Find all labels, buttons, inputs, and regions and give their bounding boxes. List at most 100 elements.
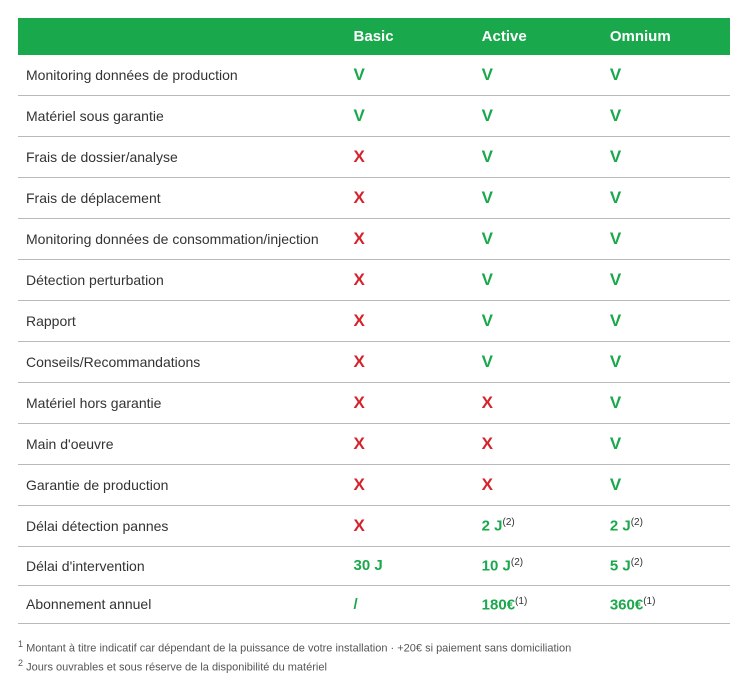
plan-cell: V: [602, 301, 730, 342]
footnote-text: Jours ouvrables et sous réserve de la di…: [23, 662, 327, 674]
cross-icon: X: [354, 311, 365, 331]
table-row: Abonnement annuel/180€(1)360€(1): [18, 585, 730, 624]
plan-cell: X: [346, 178, 474, 219]
check-icon: V: [610, 434, 621, 454]
cross-icon: X: [482, 475, 493, 495]
plan-cell: V: [474, 219, 602, 260]
superscript-note: (2): [631, 517, 643, 528]
plan-cell: X: [474, 424, 602, 465]
footnote-line: 2 Jours ouvrables et sous réserve de la …: [18, 657, 730, 676]
check-icon: V: [610, 270, 621, 290]
plan-cell: V: [602, 383, 730, 424]
plan-cell: V: [346, 55, 474, 96]
check-icon: V: [482, 229, 493, 249]
plan-cell: V: [474, 55, 602, 96]
plan-cell: 2 J(2): [474, 506, 602, 547]
footnote-line: 1 Montant à titre indicatif car dépendan…: [18, 638, 730, 657]
cross-icon: X: [354, 475, 365, 495]
footnotes: 1 Montant à titre indicatif car dépendan…: [18, 638, 730, 676]
check-icon: V: [610, 106, 621, 126]
feature-label: Garantie de production: [18, 465, 346, 506]
feature-label: Monitoring données de consommation/injec…: [18, 219, 346, 260]
comparison-table: Basic Active Omnium Monitoring données d…: [18, 18, 730, 624]
check-icon: V: [482, 311, 493, 331]
feature-label: Rapport: [18, 301, 346, 342]
plan-cell: 30 J: [346, 547, 474, 586]
cross-icon: X: [354, 516, 365, 536]
feature-label: Frais de dossier/analyse: [18, 137, 346, 178]
table-row: Délai d'intervention30 J10 J(2)5 J(2): [18, 547, 730, 586]
table-row: Détection perturbation X V V: [18, 260, 730, 301]
table-row: Monitoring données de productionVVV: [18, 55, 730, 96]
plan-cell: X: [474, 465, 602, 506]
plan-cell: V: [474, 260, 602, 301]
plan-cell: X: [346, 465, 474, 506]
check-icon: V: [482, 188, 493, 208]
superscript-note: (2): [631, 557, 643, 568]
plan-cell: V: [474, 96, 602, 137]
plan-cell: X: [346, 342, 474, 383]
check-icon: V: [482, 270, 493, 290]
plan-cell: V: [602, 424, 730, 465]
feature-label: Matériel sous garantie: [18, 96, 346, 137]
feature-label: Monitoring données de production: [18, 55, 346, 96]
feature-label: Détection perturbation: [18, 260, 346, 301]
plan-cell: X: [346, 424, 474, 465]
cross-icon: X: [354, 229, 365, 249]
table-row: Matériel hors garantieXXV: [18, 383, 730, 424]
value-text: 10 J: [482, 558, 511, 575]
table-row: Rapport X V V: [18, 301, 730, 342]
check-icon: V: [610, 311, 621, 331]
check-icon: V: [610, 475, 621, 495]
cross-icon: X: [354, 188, 365, 208]
value-text: 360€: [610, 596, 643, 613]
plan-cell: V: [602, 178, 730, 219]
feature-label: Main d'oeuvre: [18, 424, 346, 465]
check-icon: V: [610, 352, 621, 372]
plan-cell: V: [474, 178, 602, 219]
check-icon: V: [610, 188, 621, 208]
footnote-text: Montant à titre indicatif car dépendant …: [23, 643, 571, 655]
header-plan-basic: Basic: [346, 18, 474, 55]
plan-cell: V: [602, 219, 730, 260]
plan-cell: V: [474, 301, 602, 342]
feature-label: Frais de déplacement: [18, 178, 346, 219]
plan-cell: V: [602, 342, 730, 383]
table-row: Frais de déplacement X V V: [18, 178, 730, 219]
check-icon: V: [482, 352, 493, 372]
superscript-note: (1): [643, 596, 655, 607]
cross-icon: X: [354, 147, 365, 167]
value-text: 2 J: [482, 518, 503, 535]
plan-cell: 180€(1): [474, 585, 602, 624]
value-text: /: [354, 596, 358, 613]
cross-icon: X: [354, 434, 365, 454]
plan-cell: X: [346, 219, 474, 260]
table-row: Délai détection pannesX2 J(2)2 J(2): [18, 506, 730, 547]
plan-cell: 2 J(2): [602, 506, 730, 547]
value-text: 2 J: [610, 518, 631, 535]
feature-label: Délai détection pannes: [18, 506, 346, 547]
check-icon: V: [354, 106, 365, 126]
cross-icon: X: [354, 270, 365, 290]
plan-cell: V: [602, 260, 730, 301]
check-icon: V: [610, 229, 621, 249]
table-row: Frais de dossier/analyse X V V: [18, 137, 730, 178]
check-icon: V: [482, 147, 493, 167]
value-text: 5 J: [610, 558, 631, 575]
plan-cell: V: [474, 342, 602, 383]
plan-cell: V: [602, 137, 730, 178]
cross-icon: X: [482, 434, 493, 454]
plan-cell: X: [346, 260, 474, 301]
plan-cell: V: [602, 465, 730, 506]
table-row: Main d'oeuvre X X V: [18, 424, 730, 465]
table-row: Monitoring données de consommation/injec…: [18, 219, 730, 260]
plan-cell: X: [346, 137, 474, 178]
plan-cell: V: [474, 137, 602, 178]
plan-cell: X: [346, 506, 474, 547]
cross-icon: X: [482, 393, 493, 413]
cross-icon: X: [354, 393, 365, 413]
plan-cell: V: [602, 96, 730, 137]
table-row: Garantie de production X X V: [18, 465, 730, 506]
plan-cell: V: [346, 96, 474, 137]
plan-cell: X: [346, 383, 474, 424]
